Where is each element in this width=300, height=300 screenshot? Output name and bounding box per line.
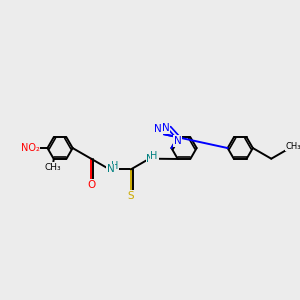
Text: N: N bbox=[146, 154, 154, 164]
Text: H: H bbox=[151, 151, 158, 161]
Text: CH₃: CH₃ bbox=[286, 142, 300, 151]
Text: O: O bbox=[87, 180, 95, 190]
Text: N: N bbox=[107, 164, 114, 174]
Text: N: N bbox=[174, 136, 182, 146]
Text: S: S bbox=[128, 190, 134, 200]
Text: N: N bbox=[154, 124, 162, 134]
Text: NO₂: NO₂ bbox=[21, 143, 40, 153]
Text: H: H bbox=[111, 161, 118, 172]
Text: N: N bbox=[162, 123, 169, 133]
Text: CH₃: CH₃ bbox=[44, 163, 61, 172]
